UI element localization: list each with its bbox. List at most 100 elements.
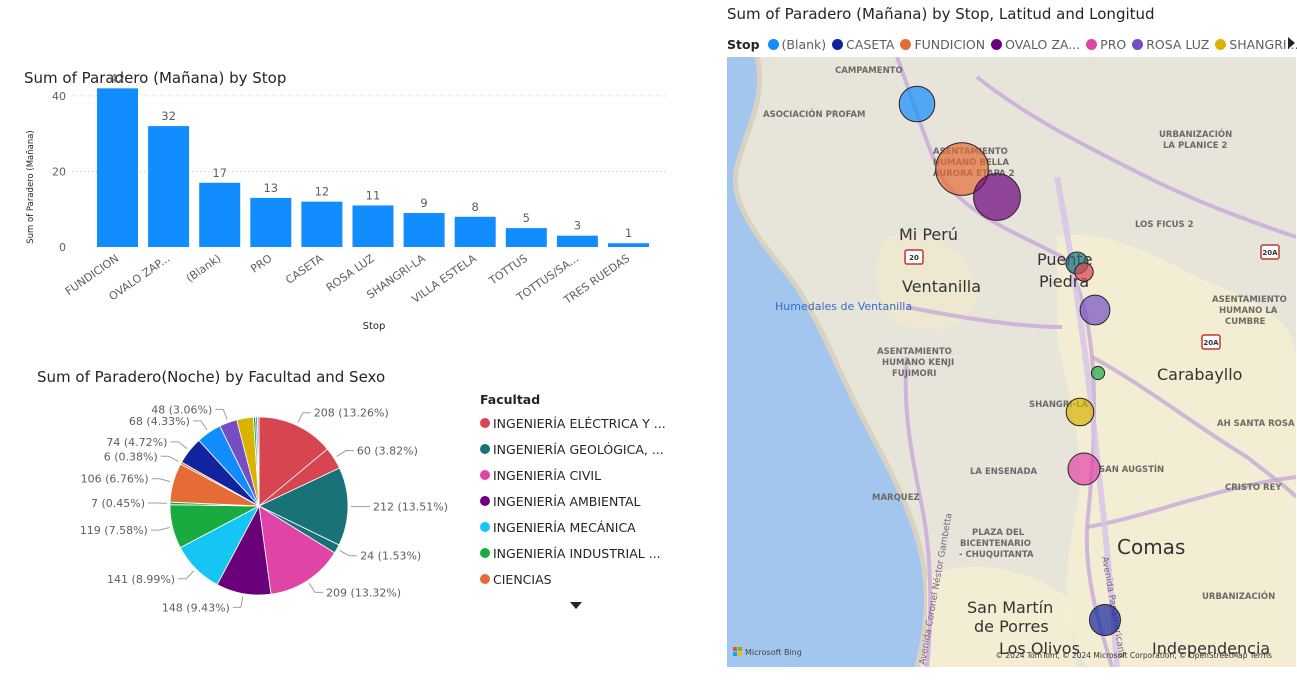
pie-data-label: 74 (4.72%)	[106, 436, 167, 449]
legend-dot-icon	[1132, 38, 1144, 50]
legend-dot-icon	[480, 418, 490, 428]
map-legend-label: OVALO ZA...	[1005, 36, 1081, 52]
pie-data-label: 212 (13.51%)	[373, 501, 448, 514]
map-place-label: BICENTENARIO	[960, 539, 1031, 549]
bar	[97, 88, 138, 247]
pie-legend-item[interactable]: INGENIERÍA INDUSTRIAL ...	[480, 540, 680, 566]
map-legend-item[interactable]: PRO	[1086, 37, 1126, 52]
bar-chart-title: Sum of Paradero (Mañana) by Stop	[24, 69, 287, 87]
map-legend-item[interactable]: OVALO ZA...	[991, 37, 1080, 52]
map-place-label: MARQUEZ	[872, 493, 920, 503]
pie-legend-label: INGENIERÍA MECÁNICA	[493, 519, 636, 535]
pie-legend-label: INGENIERÍA ELÉCTRICA Y ...	[493, 415, 666, 431]
pie-leader-line	[160, 455, 179, 463]
bar	[403, 213, 445, 247]
pie-legend-item[interactable]: INGENIERÍA CIVIL	[480, 462, 680, 488]
pie-slice	[258, 467, 349, 546]
x-axis-label: Stop	[363, 321, 386, 332]
legend-dot-icon	[480, 522, 490, 532]
legend-scroll-down-icon[interactable]	[570, 602, 582, 609]
map-ocean	[727, 57, 927, 667]
legend-dot-icon	[900, 38, 912, 50]
map-bubble	[1079, 294, 1111, 326]
bar-data-label: 17	[212, 166, 227, 180]
pie-data-label: 24 (1.53%)	[360, 550, 421, 563]
bar	[505, 228, 547, 247]
map-legend-label: SHANGRI...	[1229, 36, 1297, 52]
bar-data-label: 32	[161, 109, 176, 123]
pie-data-label: 141 (8.99%)	[107, 573, 175, 586]
map-legend-item[interactable]: FUNDICION	[900, 37, 985, 52]
bar-data-label: 3	[574, 219, 581, 233]
map-bubble	[1067, 452, 1101, 486]
map-title: Sum of Paradero (Mañana) by Stop, Latitu…	[727, 5, 1155, 23]
map-urban-area	[927, 566, 1077, 667]
legend-next-arrow-icon[interactable]	[1288, 37, 1295, 49]
map-legend-item[interactable]: SHANGRI...	[1215, 37, 1297, 52]
pie-leader-line	[178, 570, 195, 580]
pie-data-label: 48 (3.06%)	[151, 403, 212, 416]
map-bubble	[1090, 365, 1106, 381]
map-place-label: FUJIMORI	[892, 369, 936, 379]
pie-data-label: 208 (13.26%)	[314, 407, 389, 420]
pie-leader-line	[215, 408, 228, 420]
map-road	[903, 356, 933, 667]
bar-data-label: 8	[472, 200, 479, 214]
pie-data-label: 106 (6.76%)	[81, 473, 149, 486]
map-place-label: Independencia	[1152, 639, 1270, 658]
legend-dot-icon	[991, 38, 1003, 50]
map-place-label: URBANIZACIÓN	[1159, 128, 1232, 140]
pie-legend-item[interactable]: CIENCIAS	[480, 566, 680, 592]
pie-leader-line	[336, 450, 354, 457]
pie-legend-label: CIENCIAS	[493, 571, 552, 587]
x-tick-label: TOTTUS	[486, 252, 530, 288]
map-place-label: CUMBRE	[1225, 317, 1266, 327]
pie-leader-line	[297, 412, 311, 423]
map-place-label: San Martín	[967, 598, 1053, 617]
bar	[301, 201, 343, 247]
pie-chart-title: Sum of Paradero(Noche) by Facultad and S…	[37, 368, 386, 386]
map-legend-item[interactable]: CASETA	[832, 37, 894, 52]
map-urban-area	[1057, 235, 1296, 667]
map-bubble	[898, 85, 936, 123]
map-place-label: SHANGRI-LA	[1029, 400, 1089, 410]
route-shield-icon	[1260, 244, 1280, 260]
map-place-label: AH SANTA ROSA	[1217, 419, 1295, 429]
pie-slice	[258, 505, 336, 595]
pie-legend-item[interactable]: INGENIERÍA MECÁNICA	[480, 514, 680, 540]
map-urban-area	[876, 234, 978, 330]
pie-leader-line	[150, 527, 170, 531]
bar-data-label: 42	[110, 71, 125, 85]
bar	[199, 182, 241, 247]
pie-legend-item[interactable]: INGENIERÍA ELÉCTRICA Y ...	[480, 410, 680, 436]
map-bubble	[1074, 262, 1094, 282]
map-place-label: LA ENSENADA	[970, 467, 1038, 477]
map-coastline	[733, 57, 929, 667]
x-tick-label: CASETA	[283, 252, 326, 287]
y-axis-label: Sum of Paradero (Mañana)	[26, 130, 36, 244]
legend-dot-icon	[1086, 38, 1098, 50]
pie-legend-item[interactable]: INGENIERÍA GEOLÓGICA, ...	[480, 436, 680, 462]
map-place-label: Carabayllo	[1157, 365, 1242, 384]
bar-data-label: 11	[366, 188, 381, 202]
map-legend-label: ROSA LUZ	[1146, 36, 1210, 52]
map-bubble	[1089, 604, 1121, 636]
map-place-label: CRISTO REY	[1225, 483, 1282, 493]
bar-data-label: 5	[523, 211, 530, 225]
route-shield-label: 20A	[1203, 339, 1219, 347]
map-bubble	[935, 142, 989, 196]
pie-slice	[258, 416, 328, 507]
map-legend-item[interactable]: ROSA LUZ	[1132, 37, 1209, 52]
bar	[556, 235, 598, 247]
y-tick-label: 0	[59, 241, 66, 254]
map-legend-item[interactable]: (Blank)	[767, 37, 826, 52]
x-tick-label: (Blank)	[184, 252, 224, 285]
map-place-label: LA PLANICE 2	[1163, 141, 1227, 151]
x-tick-label: PRO	[248, 252, 275, 276]
map-place-label: - CHUQUITANTA	[959, 550, 1034, 560]
pie-legend-label: INGENIERÍA GEOLÓGICA, ...	[493, 441, 664, 457]
pie-legend-item[interactable]: INGENIERÍA AMBIENTAL	[480, 488, 680, 514]
